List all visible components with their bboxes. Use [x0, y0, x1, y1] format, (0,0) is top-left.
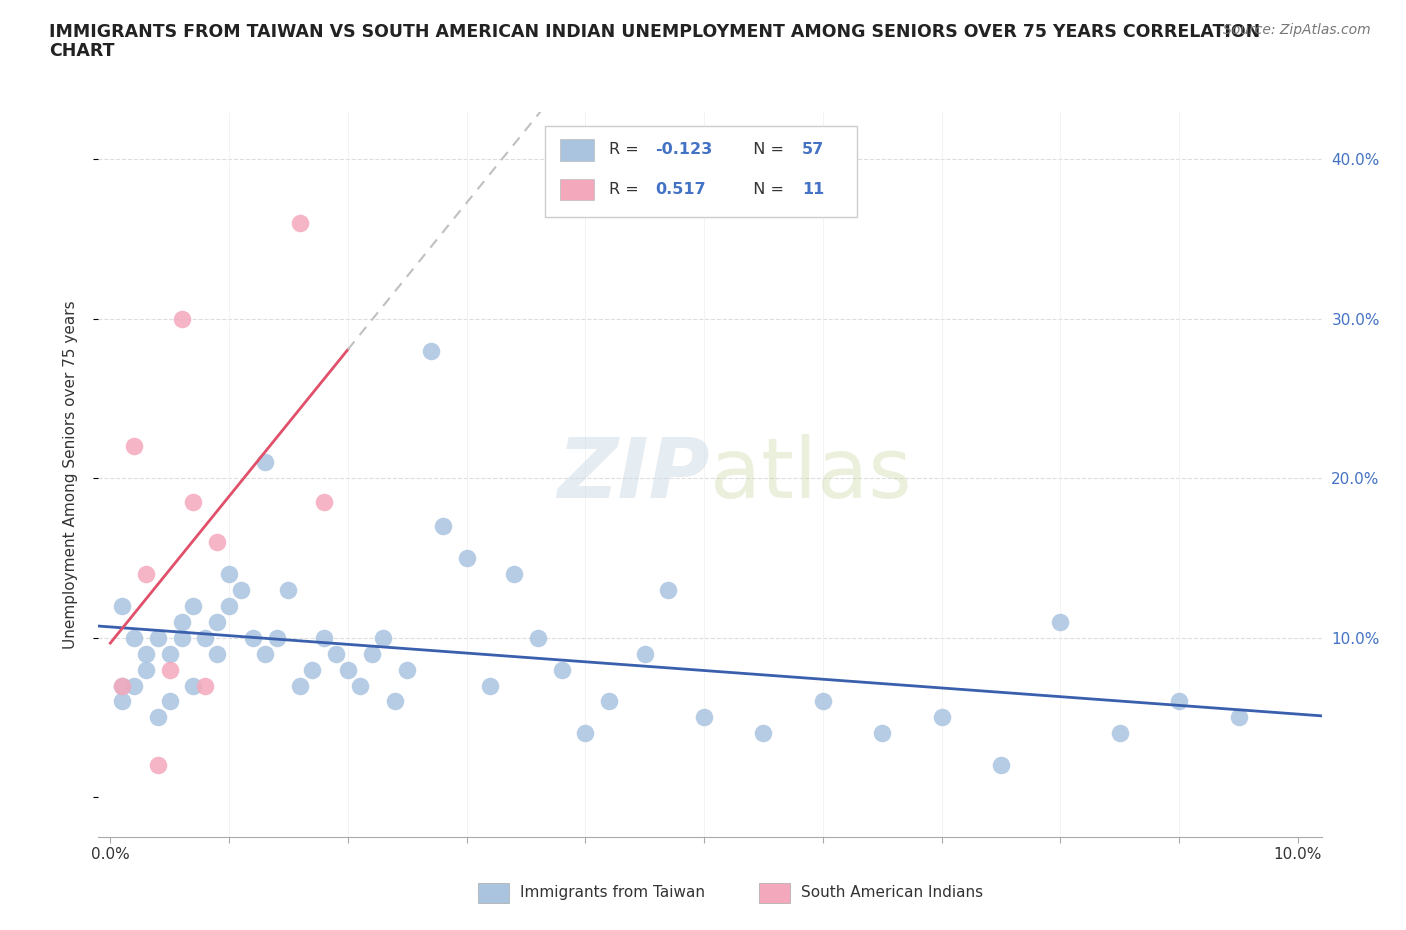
Point [290, 678, 312, 693]
Point [170, 615, 193, 630]
Text: N =: N = [742, 182, 789, 197]
Text: 11: 11 [801, 182, 824, 197]
Point [135, 662, 157, 677]
Text: atlas: atlas [710, 433, 911, 515]
Point [811, 694, 834, 709]
Point [183, 495, 205, 510]
Point [312, 631, 335, 645]
Point [111, 694, 134, 709]
Point [194, 631, 217, 645]
Point [253, 646, 276, 661]
Point [990, 758, 1012, 773]
Point [420, 343, 443, 358]
Point [312, 495, 335, 510]
Text: CHART: CHART [49, 42, 115, 60]
Point [135, 646, 157, 661]
Point [1108, 726, 1130, 741]
Bar [546, 126, 856, 217]
Point [479, 678, 502, 693]
Point [432, 519, 454, 534]
Point [183, 598, 205, 613]
Text: 57: 57 [801, 142, 824, 157]
Point [550, 662, 572, 677]
Point [205, 535, 228, 550]
Point [373, 631, 395, 645]
Point [325, 646, 347, 661]
Point [135, 566, 157, 581]
Point [527, 631, 550, 645]
Point [205, 615, 228, 630]
Point [170, 312, 193, 326]
Point [205, 646, 228, 661]
Point [122, 631, 145, 645]
Point [384, 694, 406, 709]
Y-axis label: Unemployment Among Seniors over 75 years: Unemployment Among Seniors over 75 years [63, 300, 77, 648]
Point [111, 678, 134, 693]
Point [752, 726, 775, 741]
Point [360, 646, 382, 661]
Text: IMMIGRANTS FROM TAIWAN VS SOUTH AMERICAN INDIAN UNEMPLOYMENT AMONG SENIORS OVER : IMMIGRANTS FROM TAIWAN VS SOUTH AMERICAN… [49, 23, 1260, 41]
Point [1227, 710, 1250, 724]
Point [159, 694, 181, 709]
Point [290, 216, 312, 231]
Point [336, 662, 359, 677]
Text: Immigrants from Taiwan: Immigrants from Taiwan [520, 885, 706, 900]
Text: -0.123: -0.123 [655, 142, 713, 157]
Point [111, 598, 134, 613]
Point [349, 678, 371, 693]
Point [159, 646, 181, 661]
Point [634, 646, 657, 661]
Point [111, 678, 134, 693]
Point [146, 631, 169, 645]
Point [229, 582, 252, 597]
Point [122, 678, 145, 693]
Text: N =: N = [742, 142, 789, 157]
Point [870, 726, 893, 741]
Point [396, 662, 419, 677]
Point [931, 710, 953, 724]
Point [183, 678, 205, 693]
Point [598, 694, 620, 709]
Point [456, 551, 478, 565]
Point [122, 439, 145, 454]
Point [146, 758, 169, 773]
Point [218, 566, 240, 581]
Point [266, 631, 288, 645]
Point [657, 582, 679, 597]
Point [159, 662, 181, 677]
Bar [560, 139, 593, 161]
Point [170, 631, 193, 645]
Point [574, 726, 596, 741]
Point [242, 631, 264, 645]
Text: Source: ZipAtlas.com: Source: ZipAtlas.com [1223, 23, 1371, 37]
Point [277, 582, 299, 597]
Point [218, 598, 240, 613]
Text: R =: R = [609, 142, 644, 157]
Text: 0.517: 0.517 [655, 182, 706, 197]
Point [301, 662, 323, 677]
Point [194, 678, 217, 693]
Bar [560, 179, 593, 201]
Point [503, 566, 526, 581]
Text: South American Indians: South American Indians [801, 885, 984, 900]
Point [1168, 694, 1191, 709]
Point [146, 710, 169, 724]
Point [253, 455, 276, 470]
Text: ZIP: ZIP [557, 433, 710, 515]
Point [693, 710, 716, 724]
Text: R =: R = [609, 182, 644, 197]
Point [1049, 615, 1071, 630]
